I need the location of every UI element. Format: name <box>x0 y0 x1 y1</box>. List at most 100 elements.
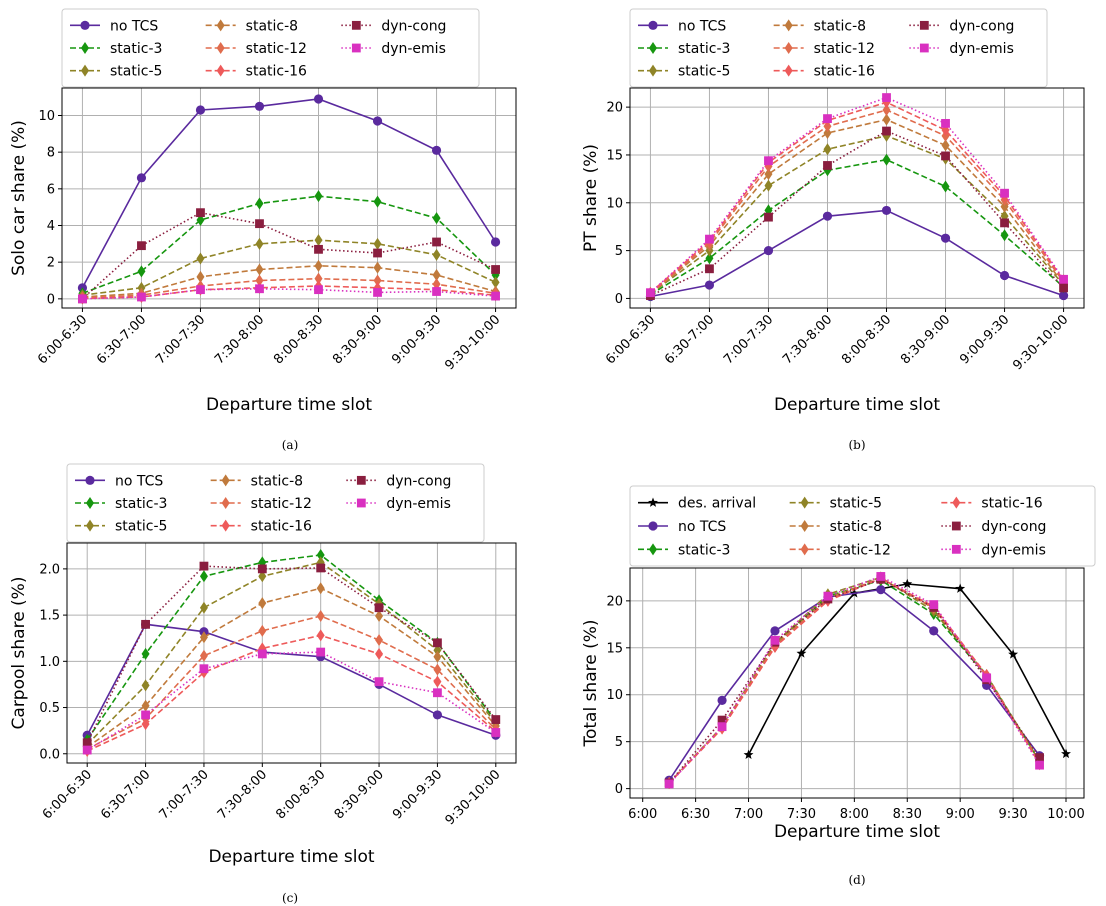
point-no-tcs <box>876 584 886 595</box>
point-dyn-cong <box>373 248 382 258</box>
point-no-tcs <box>929 626 939 636</box>
y-tick-label: 1.5 <box>39 609 60 624</box>
point-no-tcs <box>704 280 715 290</box>
x-tick-label: 9:30-10:00 <box>1010 312 1071 373</box>
line-dyn-cong <box>81 211 496 300</box>
series-static-5 <box>78 234 500 302</box>
legend-entry-static-3: static-3 <box>70 41 162 57</box>
x-tick-label: 9:00 <box>946 807 975 822</box>
legend-swatch-marker <box>81 42 89 54</box>
line-no-tcs <box>650 209 1064 298</box>
point-static-8 <box>764 168 773 181</box>
x-tick-label: 6:30 <box>681 807 710 822</box>
point-static-5 <box>196 252 205 265</box>
y-tick-label: 4 <box>47 219 55 234</box>
point-no-tcs <box>431 145 442 155</box>
legend-label: dyn-cong <box>949 18 1014 34</box>
line-static-16 <box>649 101 1065 294</box>
point-static-12 <box>314 272 323 285</box>
line-dyn-cong <box>650 130 1065 297</box>
point-static-8 <box>255 263 264 276</box>
point-static-5 <box>141 679 150 692</box>
x-tick-label: 9:30 <box>998 807 1027 822</box>
legend-entry-dyn-emis: dyn-emis <box>346 496 451 512</box>
x-tick-label: 9:30-10:00 <box>443 767 504 828</box>
point-static-5 <box>491 276 500 289</box>
legend-entry-no-tcs: no TCS <box>70 18 158 34</box>
point-static-8 <box>375 610 384 623</box>
legend-label: static-8 <box>830 519 882 535</box>
y-tick-label: 20 <box>606 101 623 116</box>
line-static-5 <box>86 561 497 746</box>
legend-swatch-marker <box>221 519 230 532</box>
line-dyn-emis <box>668 575 1041 785</box>
x-tick-label: 8:00-8:30 <box>839 312 894 367</box>
legend-entry-static-16: static-16 <box>941 496 1043 512</box>
x-tick-label: 8:00-8:30 <box>273 767 328 822</box>
line-static-3 <box>649 158 1065 296</box>
x-tick-label: 7:00-7:30 <box>157 767 212 822</box>
point-dyn-cong <box>941 151 950 161</box>
x-tick-label: 9:30-10:00 <box>442 312 503 373</box>
panel-a: no TCS static-3 static-5 static-8 static-12 s… <box>9 8 517 452</box>
legend-swatch-marker <box>649 543 657 556</box>
point-static-3 <box>705 252 714 265</box>
legend-label: static-5 <box>110 64 162 80</box>
legend-swatch-marker <box>221 497 230 509</box>
point-static-8 <box>316 582 325 595</box>
x-tick-label: 7:30-8:00 <box>215 767 270 822</box>
line-no-tcs <box>86 623 497 737</box>
point-no-tcs <box>940 233 951 243</box>
panel-caption: (c) <box>282 891 298 905</box>
point-des-arrival <box>796 648 807 658</box>
point-dyn-emis <box>316 647 326 657</box>
x-tick-label: 8:30-9:00 <box>330 312 385 367</box>
series-dyn-emis <box>78 284 500 304</box>
x-tick-label: 8:30-9:00 <box>332 767 387 822</box>
legend-swatch-marker <box>80 20 90 30</box>
point-dyn-emis <box>373 288 382 297</box>
point-dyn-emis <box>314 285 323 295</box>
legend-swatch-marker <box>784 42 793 54</box>
point-static-3 <box>432 212 441 225</box>
point-static-12 <box>375 634 384 647</box>
point-static-8 <box>373 261 382 274</box>
point-static-3 <box>314 190 323 203</box>
y-tick-label: 20 <box>606 594 623 609</box>
point-dyn-cong <box>764 212 773 222</box>
legend-entry-static-8: static-8 <box>789 519 882 535</box>
line-dyn-emis <box>82 287 496 300</box>
point-static-8 <box>199 631 208 644</box>
legend-label: dyn-emis <box>981 542 1046 558</box>
point-static-8 <box>882 113 891 126</box>
point-dyn-emis <box>82 745 92 755</box>
legend-entry-dyn-cong: dyn-cong <box>909 18 1014 34</box>
x-tick-label: 10:00 <box>1047 807 1084 822</box>
legend-swatch-marker <box>221 474 230 487</box>
legend-swatch-marker <box>356 475 366 485</box>
point-dyn-emis <box>1000 188 1009 198</box>
plot-frame <box>66 542 517 764</box>
point-dyn-emis <box>432 287 441 296</box>
legend-entry-dyn-emis: dyn-emis <box>941 542 1046 558</box>
point-static-5 <box>764 179 773 192</box>
legend-swatch-marker <box>649 64 657 77</box>
point-dyn-cong <box>491 265 500 274</box>
x-tick-label: 9:00-9:30 <box>390 767 445 822</box>
point-dyn-emis <box>823 114 832 124</box>
point-dyn-cong <box>491 715 501 724</box>
legend-entry-static-12: static-12 <box>789 542 891 558</box>
legend-swatch-marker <box>800 496 809 509</box>
x-tick-label: 7:30-8:00 <box>780 312 835 367</box>
point-static-12 <box>199 649 208 662</box>
x-axis-label: Departure time slot <box>206 395 372 415</box>
legend-label: static-5 <box>115 519 167 535</box>
series-static-3 <box>78 190 500 300</box>
legend-entry-dyn-cong: dyn-cong <box>941 519 1046 535</box>
x-tick-label: 6:00-6:30 <box>35 312 90 367</box>
legend-entry-no-tcs: no TCS <box>638 519 726 535</box>
x-tick-label: 6:30-7:00 <box>94 312 149 367</box>
point-dyn-emis <box>255 284 264 294</box>
y-tick-label: 10 <box>38 109 55 124</box>
legend-box <box>66 463 485 543</box>
